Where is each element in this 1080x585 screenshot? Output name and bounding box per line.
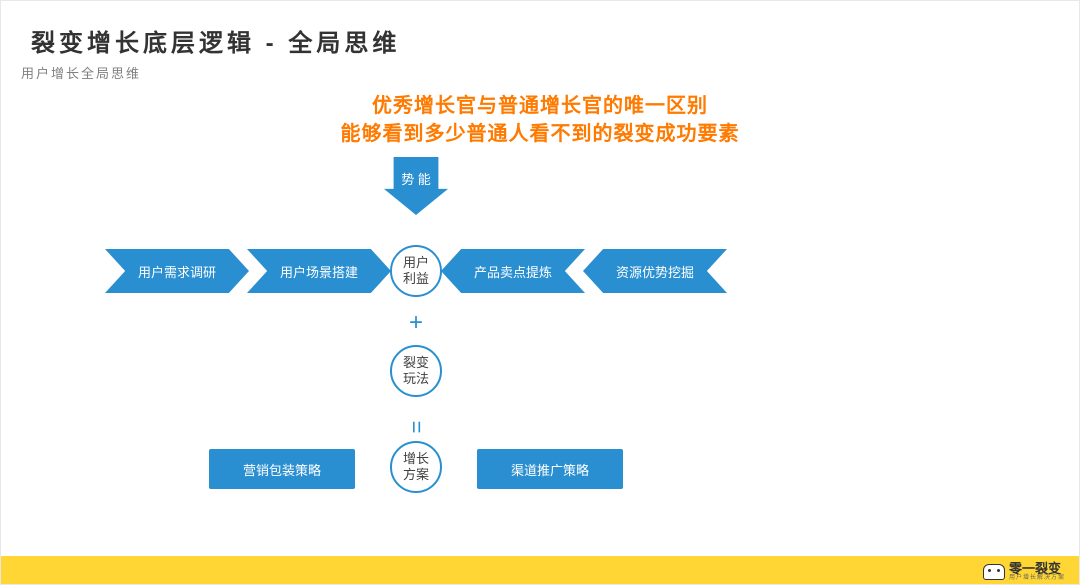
arrow-label: 用户需求调研	[138, 262, 216, 281]
node-growth-plan: 增长方案	[390, 441, 442, 493]
arrow-label: 资源优势挖掘	[616, 262, 694, 281]
arrow-left-product-points: 产品卖点提炼	[441, 249, 585, 293]
arrow-down-potential: 势 能	[384, 157, 448, 215]
node-user-benefit: 用户利益	[390, 245, 442, 297]
node-label: 裂变玩法	[403, 355, 429, 386]
box-marketing-strategy: 营销包装策略	[209, 449, 355, 489]
node-label: 增长方案	[403, 451, 429, 482]
arrow-right-user-scenario: 用户场景搭建	[247, 249, 391, 293]
brand-sub: 用户增长解决方案	[1009, 575, 1065, 581]
footer-bar	[1, 556, 1079, 584]
headline-line2: 能够看到多少普通人看不到的裂变成功要素	[1, 117, 1079, 146]
box-channel-strategy: 渠道推广策略	[477, 449, 623, 489]
operator-plus: +	[401, 309, 431, 337]
page-subtitle: 用户增长全局思维	[21, 63, 141, 82]
page-title: 裂变增长底层逻辑 - 全局思维	[31, 23, 400, 58]
brand-name: 零一裂变	[1009, 562, 1065, 575]
arrow-label: 用户场景搭建	[280, 262, 358, 281]
brand-badge: 零一裂变 用户增长解决方案	[983, 562, 1065, 581]
node-label: 用户利益	[403, 255, 429, 286]
arrow-label: 产品卖点提炼	[474, 262, 552, 281]
operator-equals: =	[403, 411, 429, 441]
arrow-left-resource-mining: 资源优势挖掘	[583, 249, 727, 293]
brand-icon	[983, 564, 1005, 580]
node-fission-play: 裂变玩法	[390, 345, 442, 397]
headline-line1: 优秀增长官与普通增长官的唯一区别	[1, 89, 1079, 118]
arrow-label: 势 能	[401, 169, 431, 188]
arrow-right-user-research: 用户需求调研	[105, 249, 249, 293]
